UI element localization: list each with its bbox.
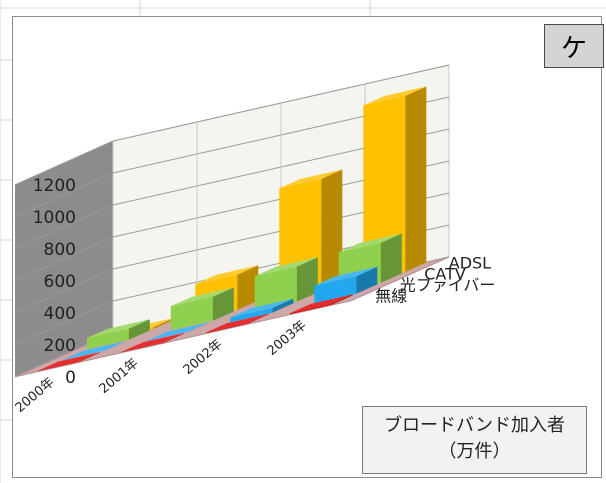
bar-0-1-side (163, 332, 185, 343)
bar-0-2 (205, 323, 248, 334)
bar-3-1-top (195, 265, 259, 285)
bar-1-1 (146, 331, 189, 342)
bar-2-0-side (128, 319, 150, 340)
y-tick-label: 1000 (33, 208, 76, 228)
y-tick-label: 0 (65, 368, 76, 388)
series-label: 光ファイバー (400, 275, 496, 294)
bar-3-2-top (279, 169, 343, 189)
y-tick-label: 800 (44, 240, 76, 260)
y-tick-label: 200 (44, 336, 76, 356)
bar-2-3-top (338, 233, 402, 253)
bar-2-2-side (296, 257, 318, 302)
y-tick-label: 1200 (33, 176, 76, 196)
bar-1-1-side (188, 322, 210, 332)
bar-0-0-side (79, 352, 101, 362)
bar-2-1-top (170, 287, 234, 307)
caption-line-2: （万件） (438, 441, 511, 462)
bar-1-0-side (104, 341, 126, 351)
bar-0-3 (289, 303, 332, 315)
chart-caption-box: ブロードバンド加入者 （万件） (362, 406, 587, 474)
category-label: 2000年 (13, 375, 58, 416)
bar-1-3-top (314, 266, 378, 286)
bar-2-0-top (86, 319, 150, 339)
bar-3-0-side (153, 317, 175, 329)
bar-0-3-side (331, 294, 353, 305)
bar-0-3-top (289, 294, 353, 314)
bar-1-2 (230, 308, 273, 323)
bar-1-3-side (356, 266, 378, 294)
y-tick-label: 600 (44, 272, 76, 292)
category-label: 2002年 (181, 337, 226, 378)
bar-2-3-side (380, 233, 402, 283)
bar-0-0-top (37, 352, 101, 371)
series-label: CATV (424, 264, 466, 283)
bar-1-3 (314, 276, 357, 304)
bar-1-1-top (146, 322, 210, 341)
bar-2-2-top (254, 257, 318, 277)
bar-3-2-side (321, 169, 343, 291)
y-tick-label: 400 (44, 304, 76, 324)
bar-1-0 (62, 350, 105, 361)
category-label: 2001年 (97, 356, 142, 397)
bar-1-2-side (272, 298, 294, 313)
gridline (14, 96, 450, 218)
bar-3-3-top (363, 86, 427, 106)
bar-2-1 (170, 296, 213, 331)
bar-0-0 (37, 361, 80, 372)
bar-1-0-top (62, 341, 126, 361)
bar-0-1-top (121, 332, 185, 352)
bar-3-3-side (405, 86, 427, 272)
bar-3-1-side (237, 265, 259, 310)
bar-0-2-top (205, 313, 269, 333)
series-label: ADSL (449, 253, 491, 272)
bar-0-2-side (247, 313, 269, 324)
bar-3-3 (363, 95, 406, 282)
bar-0-1 (121, 342, 164, 353)
bar-2-2 (254, 266, 297, 312)
gridline (14, 128, 450, 250)
bar-2-1-side (212, 287, 234, 321)
category-label: 2003年 (265, 318, 310, 359)
bar-1-2-top (230, 298, 294, 318)
answer-badge: ケ (544, 24, 604, 68)
gridline (14, 64, 450, 186)
caption-line-1: ブロードバンド加入者 (384, 415, 565, 436)
bar-2-0 (86, 328, 129, 350)
series-label: 無線 (375, 286, 407, 305)
